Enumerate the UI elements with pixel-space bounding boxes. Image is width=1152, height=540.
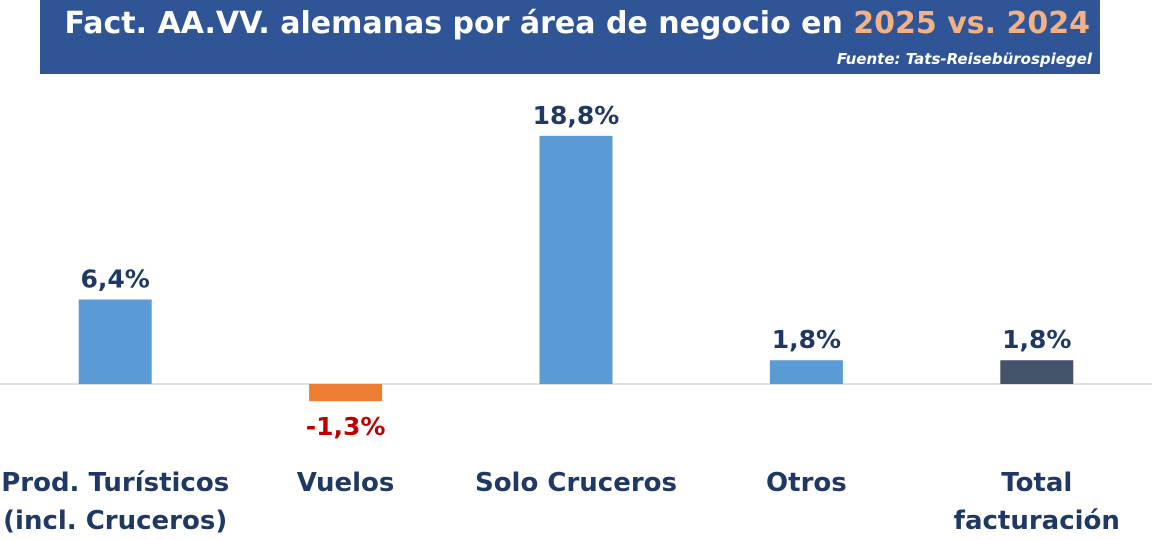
value-label-2: 18,8% bbox=[533, 101, 620, 130]
value-label-0: 6,4% bbox=[81, 265, 150, 294]
category-label-0-0: Prod. Turísticos bbox=[1, 468, 229, 498]
chart-title-main: Fact. AA.VV. alemanas por área de negoci… bbox=[64, 6, 843, 41]
category-label-0-1: (incl. Cruceros) bbox=[3, 506, 227, 536]
bar-4 bbox=[1000, 360, 1074, 384]
bar-2 bbox=[539, 135, 613, 384]
category-label-4-1: facturación bbox=[954, 506, 1120, 536]
bar-0 bbox=[78, 299, 152, 384]
bar-3 bbox=[769, 360, 843, 384]
chart-title: Fact. AA.VV. alemanas por área de negoci… bbox=[40, 4, 1090, 44]
category-label-2-0: Solo Cruceros bbox=[475, 468, 677, 498]
value-label-1: -1,3% bbox=[306, 412, 386, 441]
bar-chart: 6,4% Prod. Turísticos (incl. Cruceros) -1,3… bbox=[0, 101, 1152, 536]
category-label-4-0: Total bbox=[1001, 468, 1072, 498]
value-label-4: 1,8% bbox=[1002, 325, 1071, 354]
chart-title-years: 2025 vs. 2024 bbox=[853, 6, 1090, 41]
chart-source: Fuente: Tats-Reisebürospiegel bbox=[836, 50, 1092, 68]
title-banner: Fact. AA.VV. alemanas por área de negoci… bbox=[40, 0, 1100, 74]
bar-1 bbox=[309, 384, 383, 402]
category-label-3-0: Otros bbox=[766, 468, 847, 498]
value-label-3: 1,8% bbox=[772, 325, 841, 354]
category-label-1-0: Vuelos bbox=[297, 468, 395, 498]
